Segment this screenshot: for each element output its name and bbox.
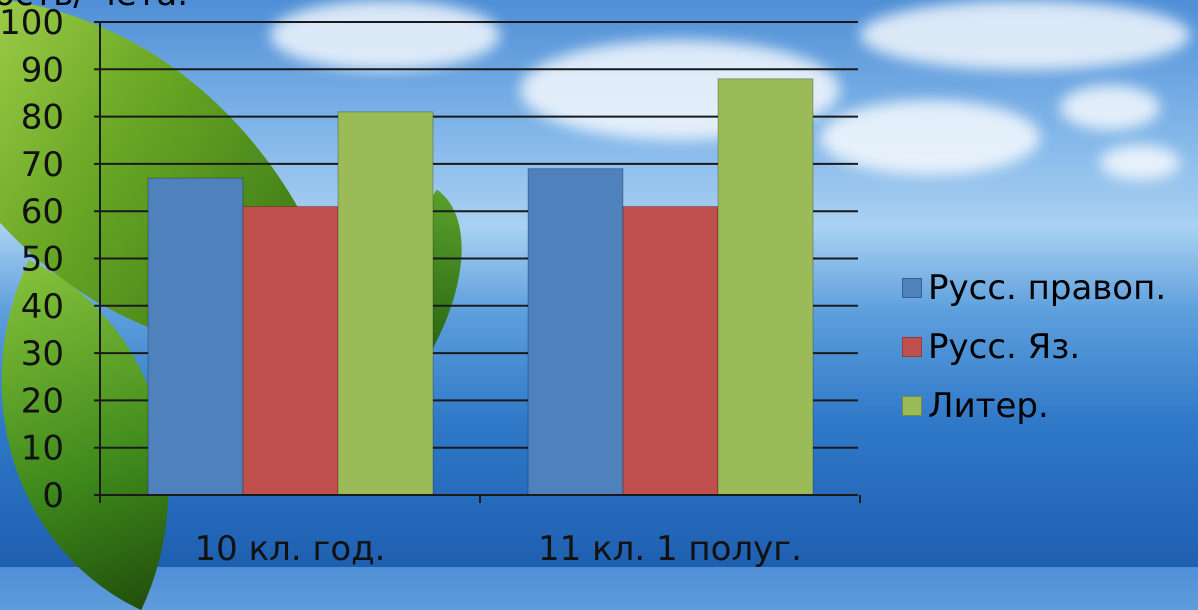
axes [99, 22, 861, 503]
y-tick-label: 70 [21, 145, 64, 185]
bars [147, 78, 814, 496]
x-tick-label: 10 кл. год. [195, 529, 386, 567]
y-tick-label: 80 [21, 98, 64, 138]
legend-swatch [902, 395, 922, 416]
y-tick-label: 20 [21, 381, 64, 421]
y-tick-label: 60 [21, 192, 64, 232]
y-tick-label: 0 [42, 476, 64, 516]
bar [717, 78, 814, 496]
legend-item: Русс. правоп. [902, 258, 1166, 317]
legend-label: Литер. [928, 385, 1049, 426]
legend-label: Русс. Яз. [928, 326, 1081, 367]
title-fragment: ость/ чета. [0, 0, 188, 14]
y-axis-ticks: 0 10 20 30 40 50 60 70 80 90 100 [0, 3, 100, 516]
bar [622, 205, 719, 496]
y-tick-label: 40 [21, 287, 64, 327]
y-tick-label: 10 [21, 429, 64, 469]
bar [147, 177, 244, 496]
y-tick-label: 50 [21, 240, 64, 280]
bar [337, 111, 434, 496]
x-tick-label: 11 кл. 1 полуг. [538, 529, 802, 567]
legend-swatch [902, 277, 922, 298]
legend-label: Русс. правоп. [928, 267, 1167, 308]
y-tick-label: 30 [21, 334, 64, 374]
bar [242, 205, 339, 496]
y-tick-label: 90 [21, 50, 64, 90]
x-axis-labels: 10 кл. год. 11 кл. 1 полуг. [195, 529, 802, 567]
legend-item: Литер. [902, 376, 1166, 435]
y-tick-label: 100 [0, 3, 64, 43]
legend-item: Русс. Яз. [902, 317, 1166, 376]
legend-swatch [902, 336, 922, 357]
legend: Русс. правоп. Русс. Яз. Литер. [902, 258, 1166, 435]
bar-chart: 0 10 20 30 40 50 60 70 80 90 100 10 кл. год. 11 кл.… [0, 3, 861, 567]
bar [527, 168, 624, 496]
